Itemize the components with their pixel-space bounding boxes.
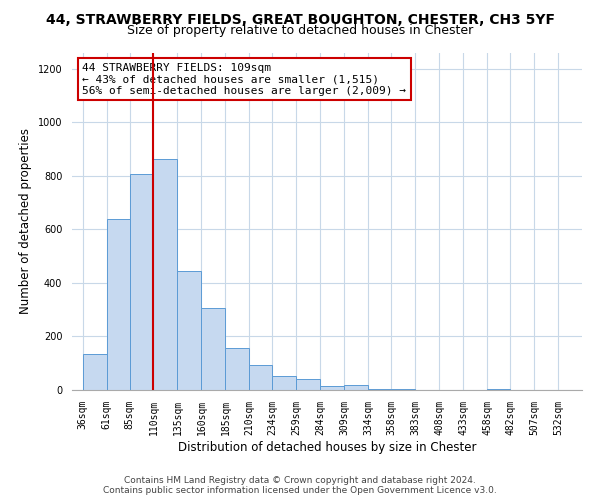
Y-axis label: Number of detached properties: Number of detached properties — [19, 128, 32, 314]
Bar — [296, 379, 320, 390]
Bar — [202, 308, 226, 390]
Text: 44 STRAWBERRY FIELDS: 109sqm
← 43% of detached houses are smaller (1,515)
56% of: 44 STRAWBERRY FIELDS: 109sqm ← 43% of de… — [82, 62, 406, 96]
Bar — [272, 376, 296, 390]
Bar — [178, 272, 202, 390]
Bar — [344, 384, 368, 390]
Bar — [107, 218, 130, 390]
Text: 44, STRAWBERRY FIELDS, GREAT BOUGHTON, CHESTER, CH3 5YF: 44, STRAWBERRY FIELDS, GREAT BOUGHTON, C… — [46, 12, 554, 26]
Bar — [130, 174, 154, 390]
Bar — [154, 159, 178, 390]
Text: Contains HM Land Registry data © Crown copyright and database right 2024.
Contai: Contains HM Land Registry data © Crown c… — [103, 476, 497, 495]
X-axis label: Distribution of detached houses by size in Chester: Distribution of detached houses by size … — [178, 440, 476, 454]
Bar — [83, 354, 107, 390]
Bar — [368, 388, 391, 390]
Bar — [250, 364, 272, 390]
Bar — [320, 386, 344, 390]
Bar — [226, 348, 250, 390]
Text: Size of property relative to detached houses in Chester: Size of property relative to detached ho… — [127, 24, 473, 37]
